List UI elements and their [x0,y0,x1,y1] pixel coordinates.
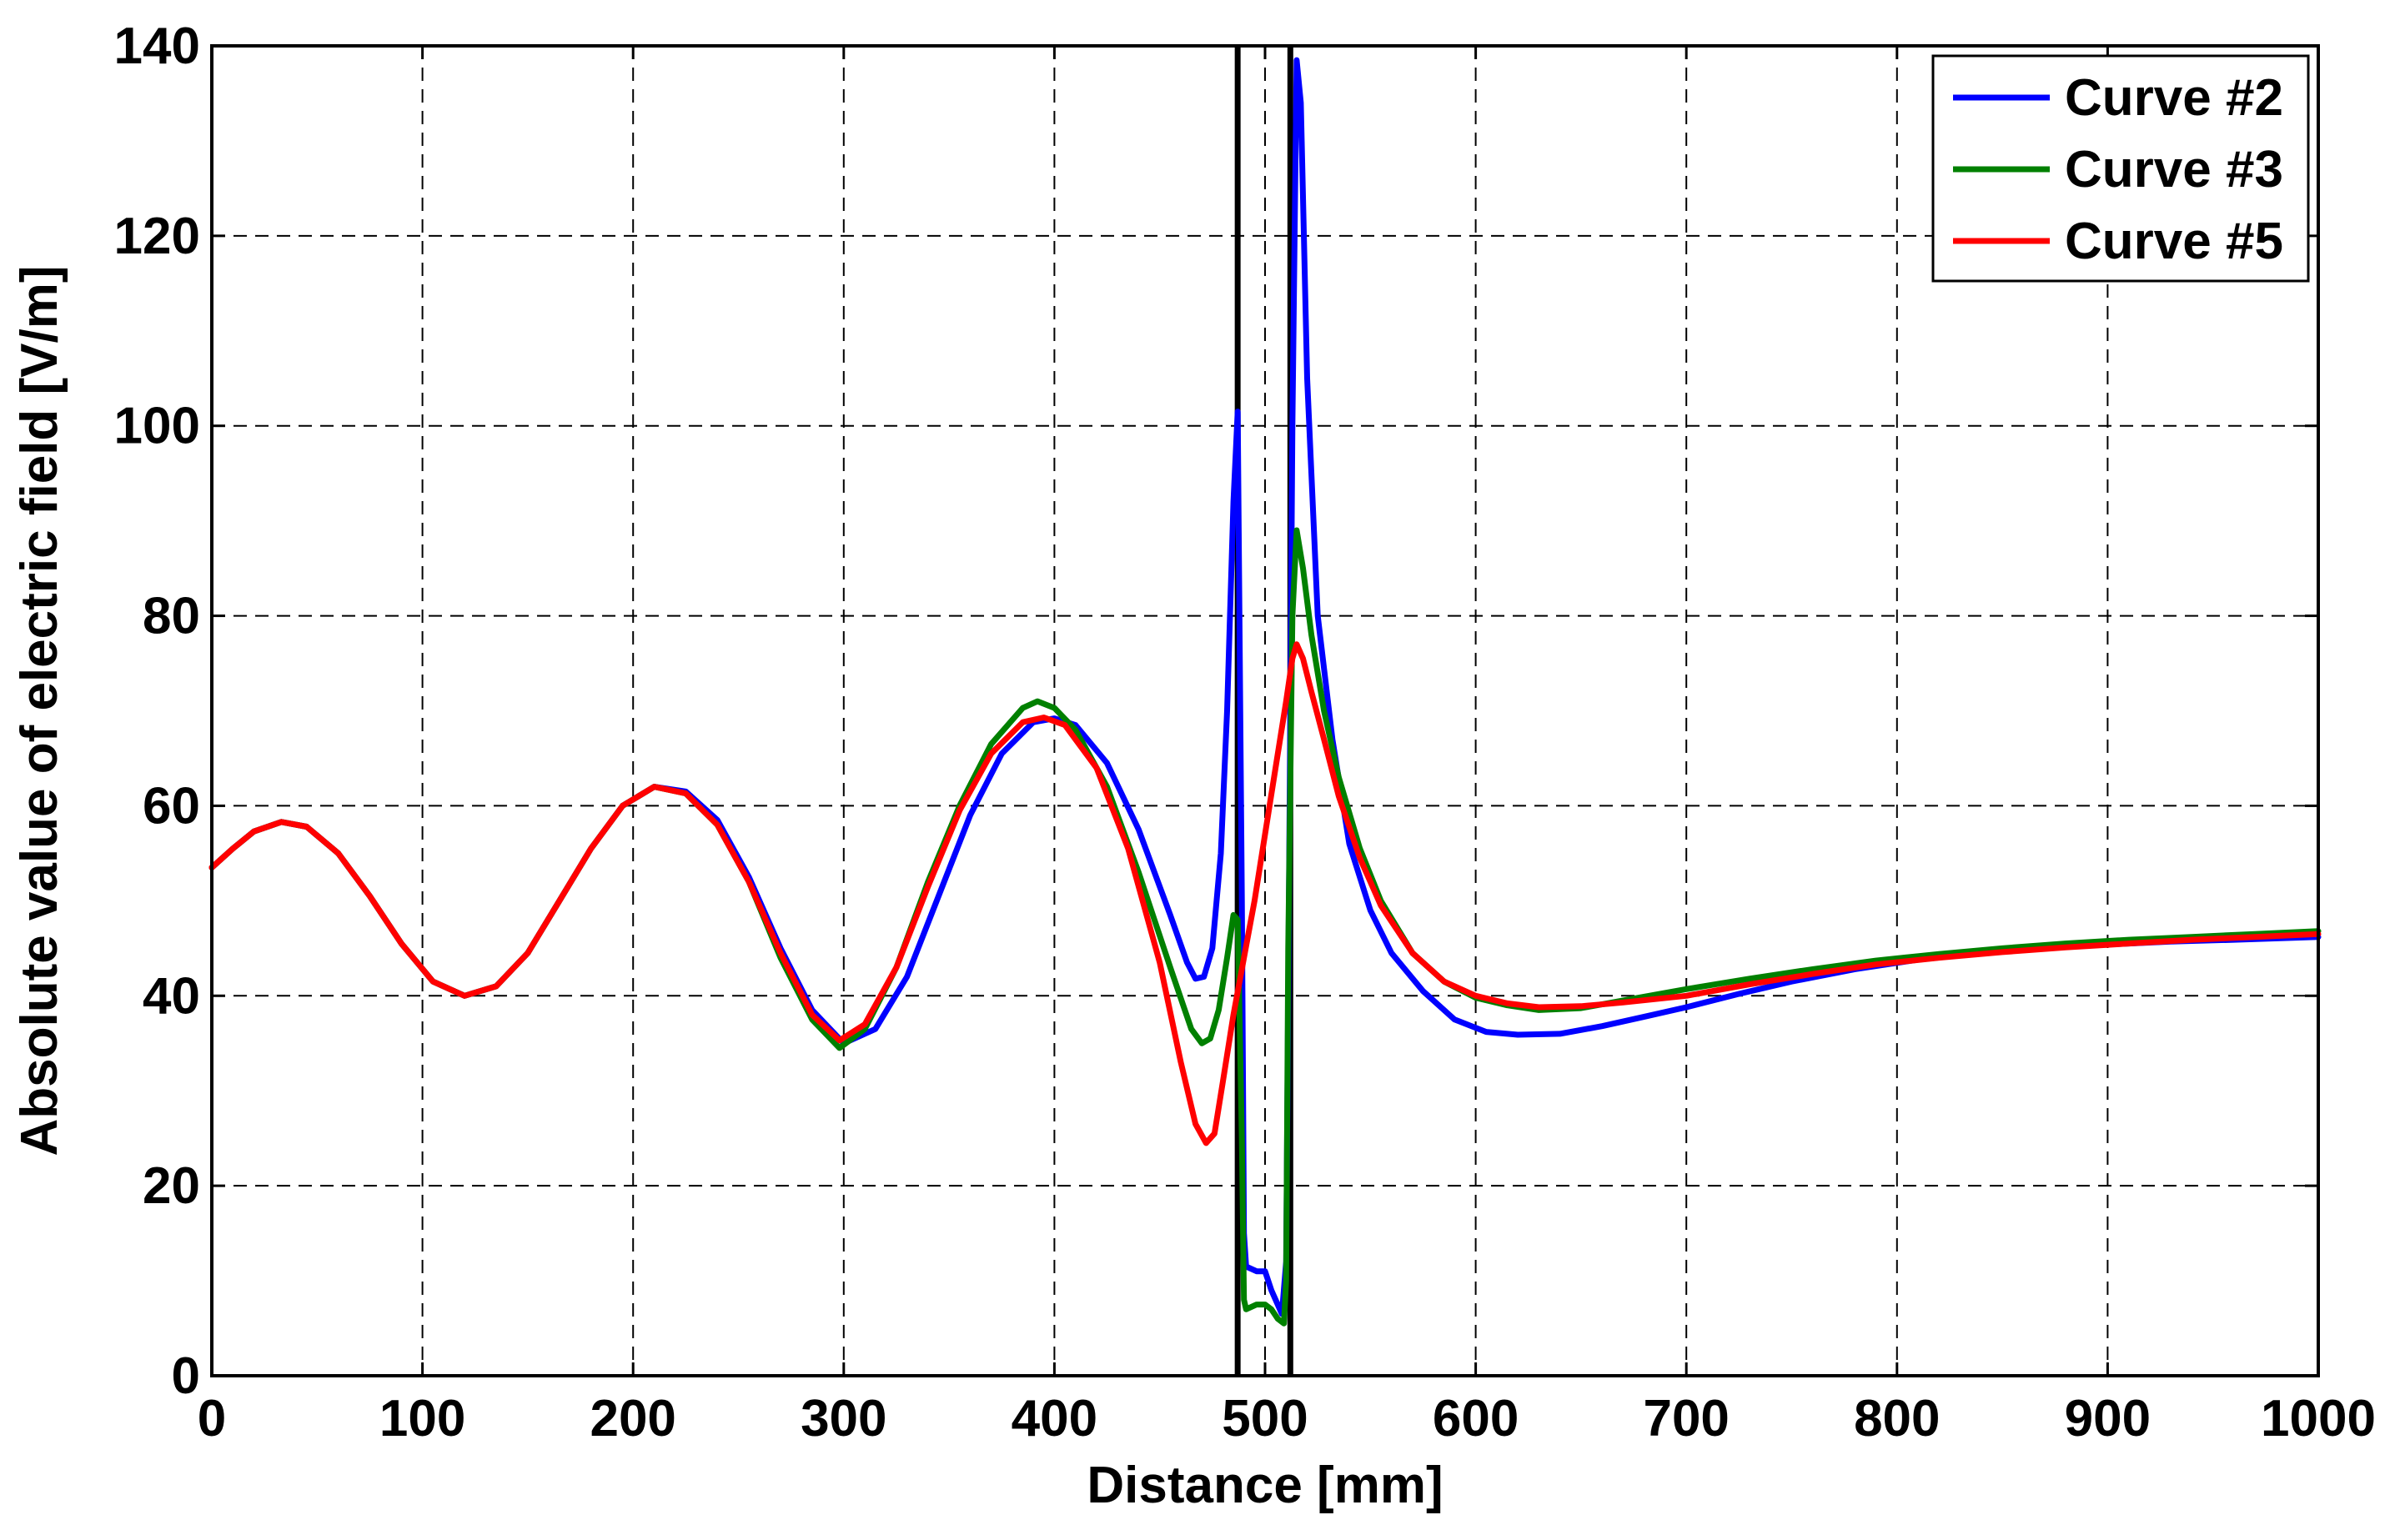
legend-label: Curve #5 [2065,213,2283,270]
x-axis-title: Distance [mm] [1087,1457,1443,1514]
x-tick-label: 700 [1643,1390,1729,1447]
x-tick-label: 400 [1012,1390,1097,1447]
series-lines [208,57,2322,1327]
x-tick-label: 300 [801,1390,886,1447]
y-tick-label: 40 [143,967,200,1025]
x-tick-label: 800 [1854,1390,1940,1447]
x-tick-label: 1000 [2261,1390,2376,1447]
y-tick-label: 0 [172,1347,200,1405]
legend-label: Curve #3 [2065,141,2283,198]
x-tick-label: 200 [590,1390,675,1447]
legend-label: Curve #2 [2065,69,2283,127]
y-tick-label: 20 [143,1157,200,1215]
x-tick-label: 600 [1433,1390,1519,1447]
y-tick-label: 120 [114,208,200,265]
y-axis-title: Absolute value of electric field [V/m] [11,265,68,1156]
x-tick-label: 100 [379,1390,465,1447]
y-tick-label: 60 [143,777,200,835]
legend: Curve #2 Curve #3 Curve #5 [1931,54,2310,283]
y-tick-label: 140 [114,18,200,75]
x-tick-label: 900 [2065,1390,2151,1447]
x-tick-label: 0 [198,1390,226,1447]
y-tick-label: 80 [143,588,200,645]
y-tick-label: 100 [114,398,200,455]
axis-ticks: 0 100 200 300 400 500 600 700 800 900 1000 0 20 40 60 8… [114,18,2376,1447]
x-tick-label: 500 [1222,1390,1308,1447]
series-line-curve-5 [208,641,2322,1146]
